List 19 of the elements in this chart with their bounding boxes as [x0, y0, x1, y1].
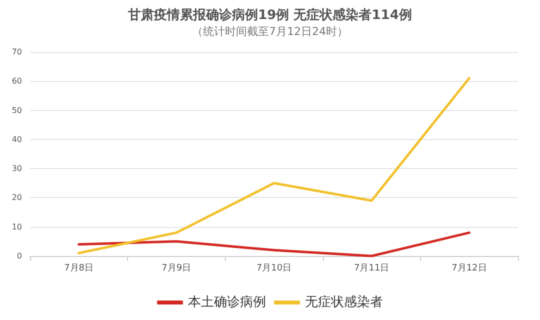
legend-label: 无症状感染者	[305, 295, 383, 310]
y-tick-label: 40	[12, 134, 22, 144]
y-tick-label: 10	[12, 222, 22, 232]
x-tick-label: 7月12日	[452, 264, 487, 274]
x-tick-label: 7月9日	[162, 264, 192, 274]
x-tick-label: 7月10日	[256, 264, 292, 274]
x-tick-label: 7月11日	[354, 264, 390, 274]
y-tick-label: 70	[12, 48, 22, 56]
y-tick-label: 0	[16, 252, 22, 260]
x-tick-label: 7月8日	[64, 264, 94, 274]
chart-title: 甘肃疫情累报确诊病例19例 无症状感染者114例	[127, 7, 412, 23]
line-series	[78, 231, 470, 258]
line-series	[78, 76, 470, 254]
y-tick-label: 30	[12, 164, 22, 174]
chart-subtitle: （统计时间截至7月12日24时）	[192, 25, 348, 38]
y-tick-label: 50	[12, 106, 22, 115]
legend-label: 本土确诊病例	[188, 295, 266, 310]
y-tick-label: 20	[12, 193, 22, 202]
y-tick-label: 60	[12, 76, 22, 86]
